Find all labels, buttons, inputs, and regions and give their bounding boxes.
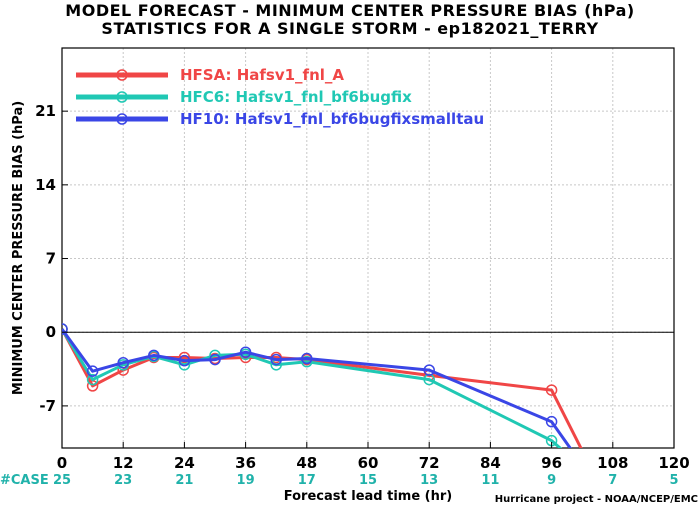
case-count: 11 xyxy=(481,473,499,488)
grid-layer xyxy=(61,48,675,448)
series-layer xyxy=(62,323,583,448)
x-tick-label: 24 xyxy=(174,454,195,472)
legend-label: HFC6: Hafsv1_fnl_bf6bugfix xyxy=(180,88,412,106)
legend-swatch-marker xyxy=(116,91,128,103)
x-tick-label: 0 xyxy=(57,454,67,472)
y-tick-label: 0 xyxy=(46,323,56,341)
case-count: 5 xyxy=(669,473,678,488)
x-tick-label: 60 xyxy=(358,454,379,472)
case-count: 9 xyxy=(547,473,556,488)
case-count: 25 xyxy=(53,473,71,488)
series-point xyxy=(301,352,313,365)
x-tick-label: 72 xyxy=(419,454,440,472)
series-point xyxy=(178,354,191,367)
legend-label: HFSA: Hafsv1_fnl_A xyxy=(180,66,344,84)
legend-label: HF10: Hafsv1_fnl_bf6bugfixsmalltau xyxy=(180,110,484,128)
y-axis-label: MINIMUM CENTER PRESSURE BIAS (hPa) xyxy=(11,101,26,395)
series-line xyxy=(62,328,583,448)
series-point xyxy=(117,356,129,369)
case-count: 19 xyxy=(237,473,255,488)
x-axis-label: Forecast lead time (hr) xyxy=(284,489,452,504)
x-tick-label: 48 xyxy=(296,454,317,472)
y-tick-label: 14 xyxy=(35,176,56,194)
case-label: #CASE xyxy=(0,473,49,488)
series-point xyxy=(86,365,99,377)
case-count: 17 xyxy=(298,473,316,488)
chart-title-line2: STATISTICS FOR A SINGLE STORM - ep182021… xyxy=(101,19,599,38)
case-count: 13 xyxy=(420,473,438,488)
case-count: 23 xyxy=(114,473,132,488)
x-tick-label: 108 xyxy=(597,454,628,472)
x-tick-label: 96 xyxy=(541,454,562,472)
credit-text: Hurricane project - NOAA/NCEP/EMC xyxy=(495,494,698,505)
series-point xyxy=(209,353,221,366)
legend-swatch-marker xyxy=(116,69,128,81)
tick-layer: 0 12 24 36 48 60 72 84 96 108 120 -7 0 7 14 21 25 23 21 19 1… xyxy=(35,102,690,488)
x-tick-label: 120 xyxy=(658,454,689,472)
series-point xyxy=(423,364,435,376)
legend: HFSA: Hafsv1_fnl_A HFC6: Hafsv1_fnl_bf6bu… xyxy=(76,66,484,128)
y-tick-label: -7 xyxy=(39,397,56,415)
series-line xyxy=(62,328,563,448)
legend-swatch-marker xyxy=(116,113,128,125)
series-point xyxy=(62,323,68,335)
chart-title-line1: MODEL FORECAST - MINIMUM CENTER PRESSURE… xyxy=(65,1,635,20)
series-line xyxy=(62,328,572,448)
series-point xyxy=(148,349,160,362)
case-count: 7 xyxy=(608,473,617,488)
series-point xyxy=(545,384,558,396)
x-tick-label: 84 xyxy=(480,454,501,472)
series-point xyxy=(178,351,191,364)
series-point xyxy=(545,415,558,428)
y-tick-label: 21 xyxy=(35,102,56,120)
series-point xyxy=(239,346,252,358)
y-tick-label: 7 xyxy=(46,250,56,268)
x-tick-label: 12 xyxy=(113,454,134,472)
series-point xyxy=(301,355,313,368)
case-count: 15 xyxy=(359,473,377,488)
case-count: 21 xyxy=(175,473,193,488)
series-point xyxy=(270,353,282,366)
series-point xyxy=(86,373,99,386)
x-tick-label: 36 xyxy=(235,454,256,472)
